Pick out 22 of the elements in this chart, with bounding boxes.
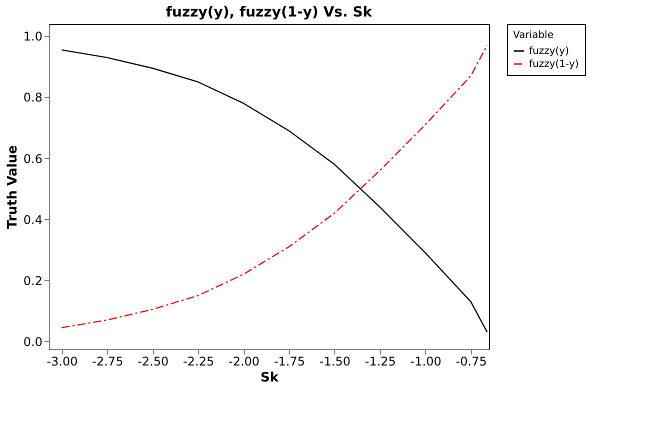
legend-label: fuzzy(1-y) (529, 59, 579, 70)
y-axis-title: Truth Value (5, 144, 20, 229)
y-tick-label: 0.4 (23, 212, 42, 227)
x-tick-label: -2.00 (228, 354, 260, 368)
chart-title: fuzzy(y), fuzzy(1-y) Vs. Sk (166, 4, 373, 20)
legend-label: fuzzy(y) (529, 46, 570, 57)
y-tick-label: 0.8 (23, 90, 42, 105)
x-tick-label: -1.00 (410, 354, 442, 368)
legend-title: Variable (513, 30, 554, 41)
x-axis-title: Sk (260, 370, 279, 386)
x-tick-label: -2.50 (138, 354, 169, 368)
x-tick-label: -2.25 (183, 354, 214, 368)
y-tick-label: 0.6 (23, 152, 42, 166)
x-tick-label: -0.75 (456, 354, 487, 368)
y-tick-label: 0.0 (23, 334, 42, 349)
x-tick-label: -2.75 (92, 354, 124, 368)
y-tick-label: 0.2 (23, 274, 42, 288)
x-tick-label: -1.75 (274, 354, 306, 368)
y-tick-label: 1.0 (23, 30, 42, 44)
x-tick-label: -1.50 (319, 354, 350, 368)
x-tick-label: -1.25 (364, 354, 396, 368)
x-tick-label: -3.00 (46, 354, 78, 368)
